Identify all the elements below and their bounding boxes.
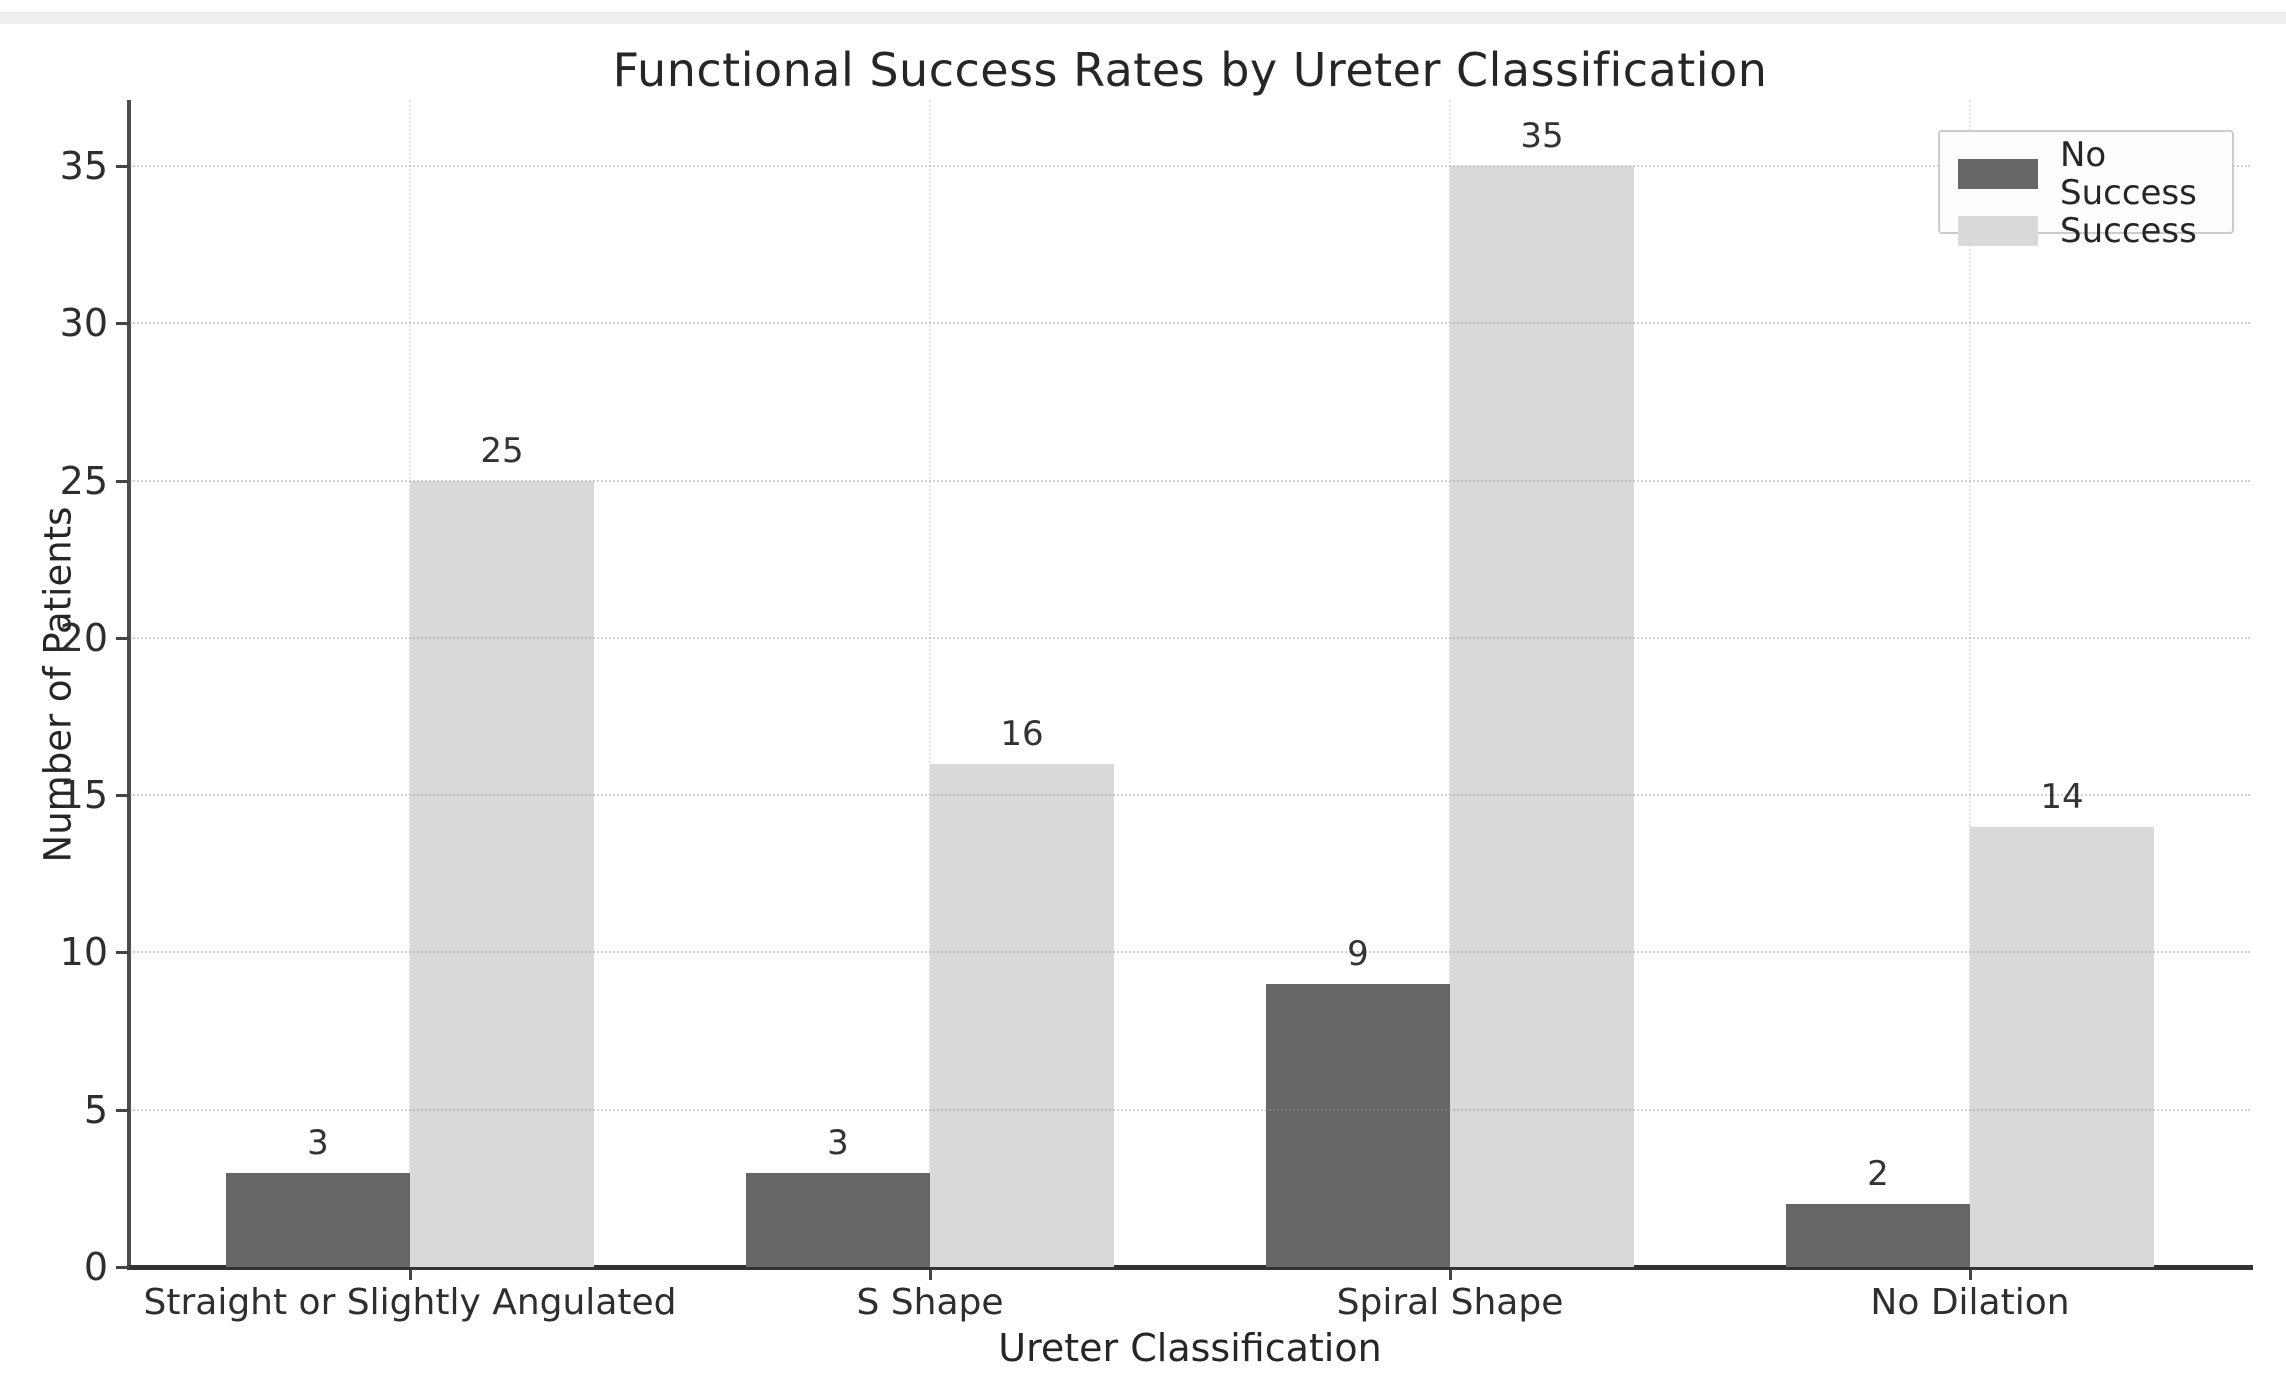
y-axis-label: Number of Patients: [36, 506, 80, 863]
bar-value-label: 3: [827, 1123, 849, 1163]
bar-value-label: 35: [1520, 116, 1564, 156]
bar-value-label: 14: [2040, 777, 2084, 817]
x-axis-tick: [1449, 1270, 1452, 1280]
y-axis-tick-label: 15: [59, 773, 108, 818]
horizontal-gridline: [130, 636, 2250, 639]
y-axis-tick: [116, 951, 130, 955]
bar-no-success: [746, 1173, 930, 1267]
bar-value-label: 2: [1867, 1154, 1889, 1194]
y-axis-spine: [127, 100, 131, 1270]
horizontal-gridline: [130, 322, 2250, 325]
x-axis-spine: [127, 1265, 2253, 1270]
legend-item-success: Success: [1940, 212, 2232, 250]
horizontal-gridline: [130, 479, 2250, 482]
legend-label-no-success: No Success: [2060, 135, 2197, 213]
vertical-gridline: [1969, 100, 1971, 1267]
y-axis-tick-label: 10: [59, 930, 108, 975]
y-axis-tick: [116, 1266, 130, 1269]
horizontal-gridline: [130, 794, 2250, 797]
bar-no-success: [226, 1173, 410, 1267]
y-axis-tick-label: 0: [83, 1245, 108, 1289]
y-axis-tick: [116, 479, 130, 483]
x-axis-label: Ureter Classification: [998, 1326, 1382, 1370]
bar-value-label: 3: [307, 1123, 329, 1163]
y-axis-tick: [116, 165, 130, 168]
chart-title: Functional Success Rates by Ureter Class…: [612, 43, 1768, 97]
legend-swatch-success: [1958, 216, 2038, 246]
bar-success: [930, 764, 1114, 1267]
x-axis-tick-label: No Dilation: [1870, 1282, 2070, 1323]
top-border-band: [0, 12, 2286, 24]
y-axis-tick: [116, 322, 130, 326]
horizontal-gridline: [130, 165, 2250, 167]
y-axis-tick: [116, 794, 130, 798]
y-axis-tick-label: 25: [59, 458, 108, 503]
bar-success: [1970, 827, 2154, 1267]
bar-value-label: 25: [480, 431, 524, 471]
x-axis-tick: [1969, 1270, 1972, 1280]
bar-success: [410, 481, 594, 1267]
horizontal-gridline: [130, 951, 2250, 954]
y-axis-tick: [116, 1108, 130, 1112]
legend: No Success Success: [1938, 130, 2234, 250]
x-axis-tick: [409, 1270, 412, 1280]
bar-success: [1450, 166, 1634, 1267]
bar-no-success: [1266, 984, 1450, 1267]
vertical-gridline: [929, 100, 931, 1267]
y-axis-tick-label: 30: [59, 301, 108, 346]
y-axis-tick-label: 5: [83, 1087, 108, 1132]
y-axis-tick: [116, 636, 130, 640]
horizontal-gridline: [130, 1108, 2250, 1111]
y-axis-tick-label: 35: [59, 144, 108, 188]
bar-no-success: [1786, 1204, 1970, 1267]
x-axis-tick-label: Straight or Slightly Angulated: [143, 1282, 677, 1323]
x-axis-tick: [929, 1270, 932, 1280]
legend-swatch-no-success: [1958, 159, 2038, 189]
x-axis-tick-label: Spiral Shape: [1336, 1282, 1564, 1323]
x-axis-tick-label: S Shape: [856, 1282, 1004, 1323]
bar-value-label: 16: [1000, 714, 1044, 754]
bar-value-label: 9: [1347, 934, 1369, 974]
legend-item-no-success: No Success: [1940, 136, 2232, 212]
y-axis-tick-label: 20: [59, 615, 108, 660]
legend-label-success: Success: [2060, 211, 2197, 251]
